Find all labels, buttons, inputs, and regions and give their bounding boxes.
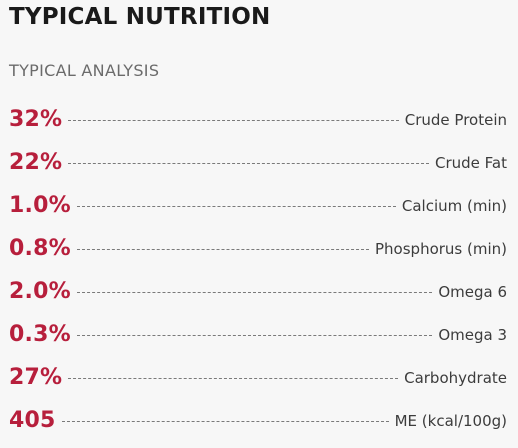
analysis-value: 0.8% xyxy=(9,236,71,261)
dotted-leader xyxy=(68,378,399,379)
analysis-label: Crude Protein xyxy=(404,110,507,129)
analysis-label: Carbohydrate xyxy=(404,368,507,387)
dotted-leader xyxy=(76,249,369,250)
analysis-value: 0.3% xyxy=(9,322,71,347)
analysis-row-omega-6: 2.0% Omega 6 xyxy=(9,270,507,313)
analysis-label: Calcium (min) xyxy=(401,196,507,215)
analysis-row-crude-fat: 22% Crude Fat xyxy=(9,141,507,184)
analysis-value: 27% xyxy=(9,365,63,390)
analysis-label: Omega 6 xyxy=(438,282,507,301)
page-title: TYPICAL NUTRITION xyxy=(9,4,271,30)
analysis-value: 32% xyxy=(9,107,63,132)
analysis-label: ME (kcal/100g) xyxy=(394,411,507,430)
dotted-leader xyxy=(76,206,396,207)
dotted-leader xyxy=(68,120,399,121)
analysis-value: 1.0% xyxy=(9,193,71,218)
analysis-value: 22% xyxy=(9,150,63,175)
analysis-row-carbohydrate: 27% Carbohydrate xyxy=(9,356,507,399)
dotted-leader xyxy=(68,163,429,164)
analysis-row-metabolizable-energy: 405 ME (kcal/100g) xyxy=(9,399,507,442)
analysis-row-omega-3: 0.3% Omega 3 xyxy=(9,313,507,356)
analysis-row-calcium: 1.0% Calcium (min) xyxy=(9,184,507,227)
section-subtitle: TYPICAL ANALYSIS xyxy=(9,61,160,80)
analysis-value: 405 xyxy=(9,408,56,433)
analysis-label: Omega 3 xyxy=(438,325,507,344)
dotted-leader xyxy=(76,335,433,336)
dotted-leader xyxy=(76,292,433,293)
analysis-value: 2.0% xyxy=(9,279,71,304)
analysis-label: Crude Fat xyxy=(435,153,507,172)
analysis-row-phosphorus: 0.8% Phosphorus (min) xyxy=(9,227,507,270)
dotted-leader xyxy=(61,421,389,422)
analysis-row-crude-protein: 32% Crude Protein xyxy=(9,98,507,141)
analysis-label: Phosphorus (min) xyxy=(375,239,507,258)
analysis-list: 32% Crude Protein 22% Crude Fat 1.0% Cal… xyxy=(9,98,507,442)
